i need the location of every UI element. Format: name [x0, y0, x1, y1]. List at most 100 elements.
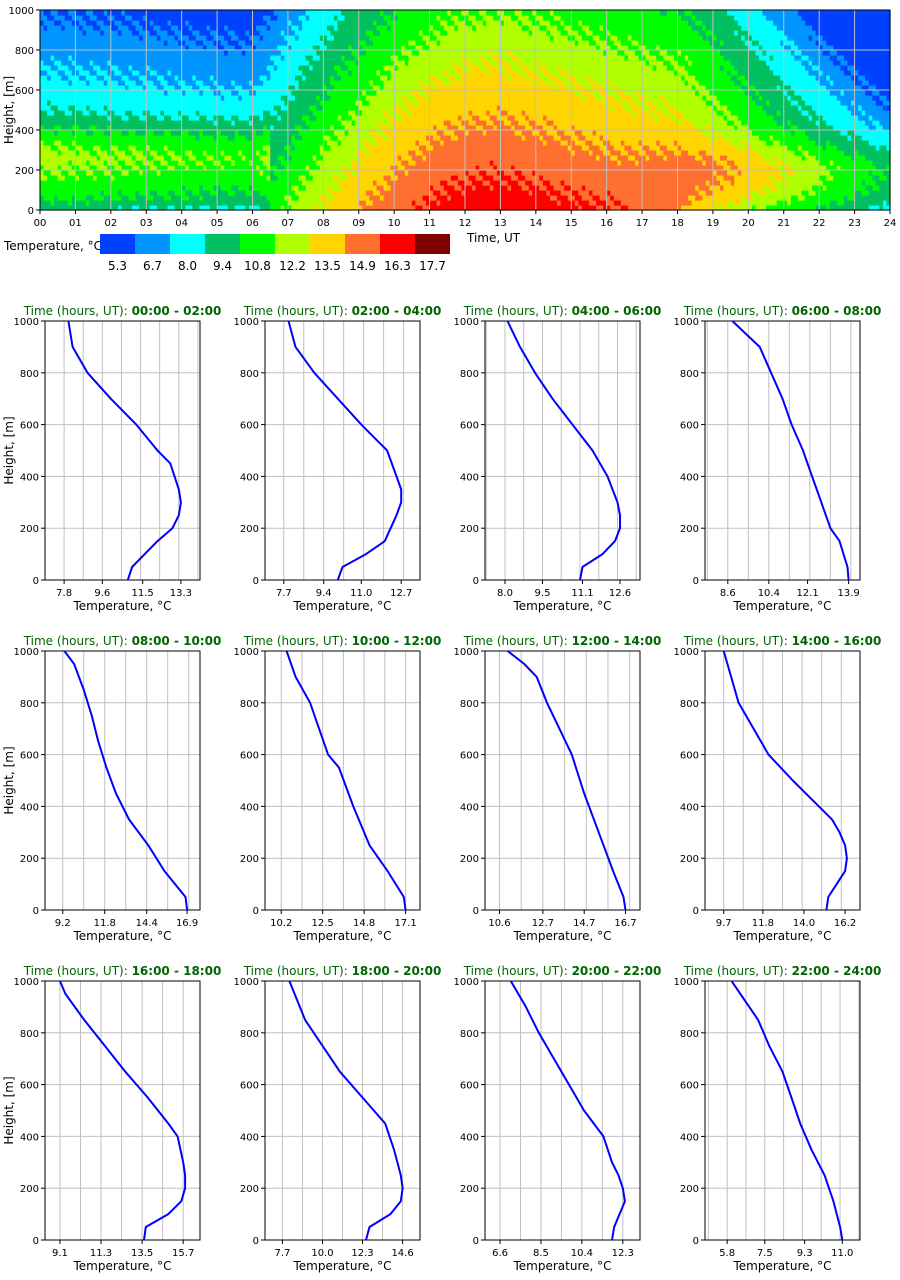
heatmap-cell	[358, 135, 363, 141]
heatmap-cell	[323, 130, 328, 136]
heatmap-cell	[390, 175, 395, 181]
heatmap-cell	[330, 40, 335, 46]
heatmap-cell	[387, 100, 392, 106]
heatmap-cell	[358, 145, 363, 151]
heatmap-cell	[404, 70, 409, 76]
heatmap-cell	[234, 200, 239, 206]
heatmap-cell	[252, 45, 257, 51]
heatmap-cell	[316, 70, 321, 76]
heatmap-cell	[443, 30, 448, 36]
heatmap-cell	[114, 170, 119, 176]
heatmap-cell	[181, 45, 186, 51]
heatmap-cell	[241, 155, 247, 161]
heatmap-cell	[418, 55, 424, 61]
heatmap-cell	[231, 75, 236, 81]
heatmap-cell	[450, 165, 455, 171]
heatmap-cell	[224, 10, 229, 16]
heatmap-cell	[142, 75, 147, 81]
heatmap-cell	[450, 10, 455, 16]
heatmap-cell	[86, 80, 91, 86]
heatmap-cell	[270, 195, 275, 201]
heatmap-cell	[298, 100, 303, 106]
heatmap-cell	[433, 20, 438, 26]
heatmap-cell	[93, 140, 98, 146]
heatmap-cell	[167, 45, 172, 51]
heatmap-cell	[351, 30, 356, 36]
heatmap-cell	[447, 200, 452, 206]
heatmap-cell	[114, 185, 119, 191]
heatmap-cell	[231, 65, 236, 71]
heatmap-cell	[436, 95, 441, 101]
heatmap-cell	[110, 165, 115, 171]
heatmap-cell	[426, 90, 431, 96]
heatmap-cell	[153, 30, 158, 36]
heatmap-cell	[447, 140, 452, 146]
heatmap-cell	[270, 105, 275, 111]
heatmap-cell	[326, 25, 332, 31]
heatmap-cell	[344, 125, 349, 131]
heatmap-cell	[199, 160, 204, 166]
heatmap-cell	[224, 200, 229, 206]
heatmap-cell	[93, 110, 98, 116]
heatmap-cell	[344, 135, 349, 141]
heatmap-cell	[167, 70, 172, 76]
heatmap-cell	[181, 165, 186, 171]
heatmap-cell	[351, 15, 356, 21]
heatmap-cell	[457, 105, 463, 111]
heatmap-cell	[199, 105, 204, 111]
heatmap-cell	[266, 10, 271, 16]
heatmap-cell	[426, 65, 431, 71]
heatmap-cell	[397, 100, 402, 106]
heatmap-cell	[107, 30, 112, 36]
heatmap-cell	[181, 140, 186, 146]
heatmap-cell	[50, 150, 55, 156]
heatmap-cell	[341, 185, 346, 191]
heatmap-cell	[305, 120, 310, 126]
heatmap-cell	[309, 85, 314, 91]
heatmap-cell	[125, 50, 130, 56]
heatmap-cell	[468, 140, 473, 146]
heatmap-cell	[305, 200, 310, 206]
heatmap-cell	[418, 70, 424, 76]
heatmap-cell	[167, 110, 172, 116]
heatmap-cell	[326, 65, 332, 71]
heatmap-cell	[383, 185, 388, 191]
heatmap-cell	[135, 200, 140, 206]
heatmap-cell	[380, 160, 385, 166]
heatmap-cell	[256, 195, 261, 201]
heatmap-cell	[89, 105, 94, 111]
heatmap-cell	[100, 45, 105, 51]
heatmap-cell	[96, 40, 101, 46]
heatmap-cell	[450, 135, 455, 141]
heatmap-cell	[238, 95, 243, 101]
heatmap-cell	[40, 100, 45, 106]
heatmap-cell	[457, 55, 463, 61]
heatmap-cell	[337, 205, 342, 211]
heatmap-cell	[465, 185, 470, 191]
heatmap-cell	[78, 115, 84, 121]
heatmap-cell	[351, 125, 356, 131]
heatmap-cell	[330, 100, 335, 106]
heatmap-cell	[40, 205, 45, 211]
heatmap-cell	[146, 60, 151, 66]
heatmap-cell	[57, 185, 62, 191]
heatmap-cell	[61, 185, 66, 191]
heatmap-cell	[86, 60, 91, 66]
heatmap-cell	[128, 140, 133, 146]
heatmap-cell	[323, 105, 328, 111]
heatmap-cell	[426, 30, 431, 36]
heatmap-cell	[362, 70, 367, 76]
heatmap-cell	[397, 175, 402, 181]
heatmap-cell	[71, 85, 77, 91]
heatmap-cell	[323, 100, 328, 106]
heatmap-cell	[241, 20, 247, 26]
heatmap-cell	[461, 110, 466, 116]
heatmap-cell	[40, 180, 45, 186]
heatmap-cell	[450, 50, 455, 56]
heatmap-cell	[217, 80, 222, 86]
heatmap-cell	[71, 195, 77, 201]
heatmap-cell	[64, 110, 69, 116]
heatmap-cell	[96, 115, 101, 121]
heatmap-cell	[305, 180, 310, 186]
heatmap-cell	[277, 60, 282, 66]
